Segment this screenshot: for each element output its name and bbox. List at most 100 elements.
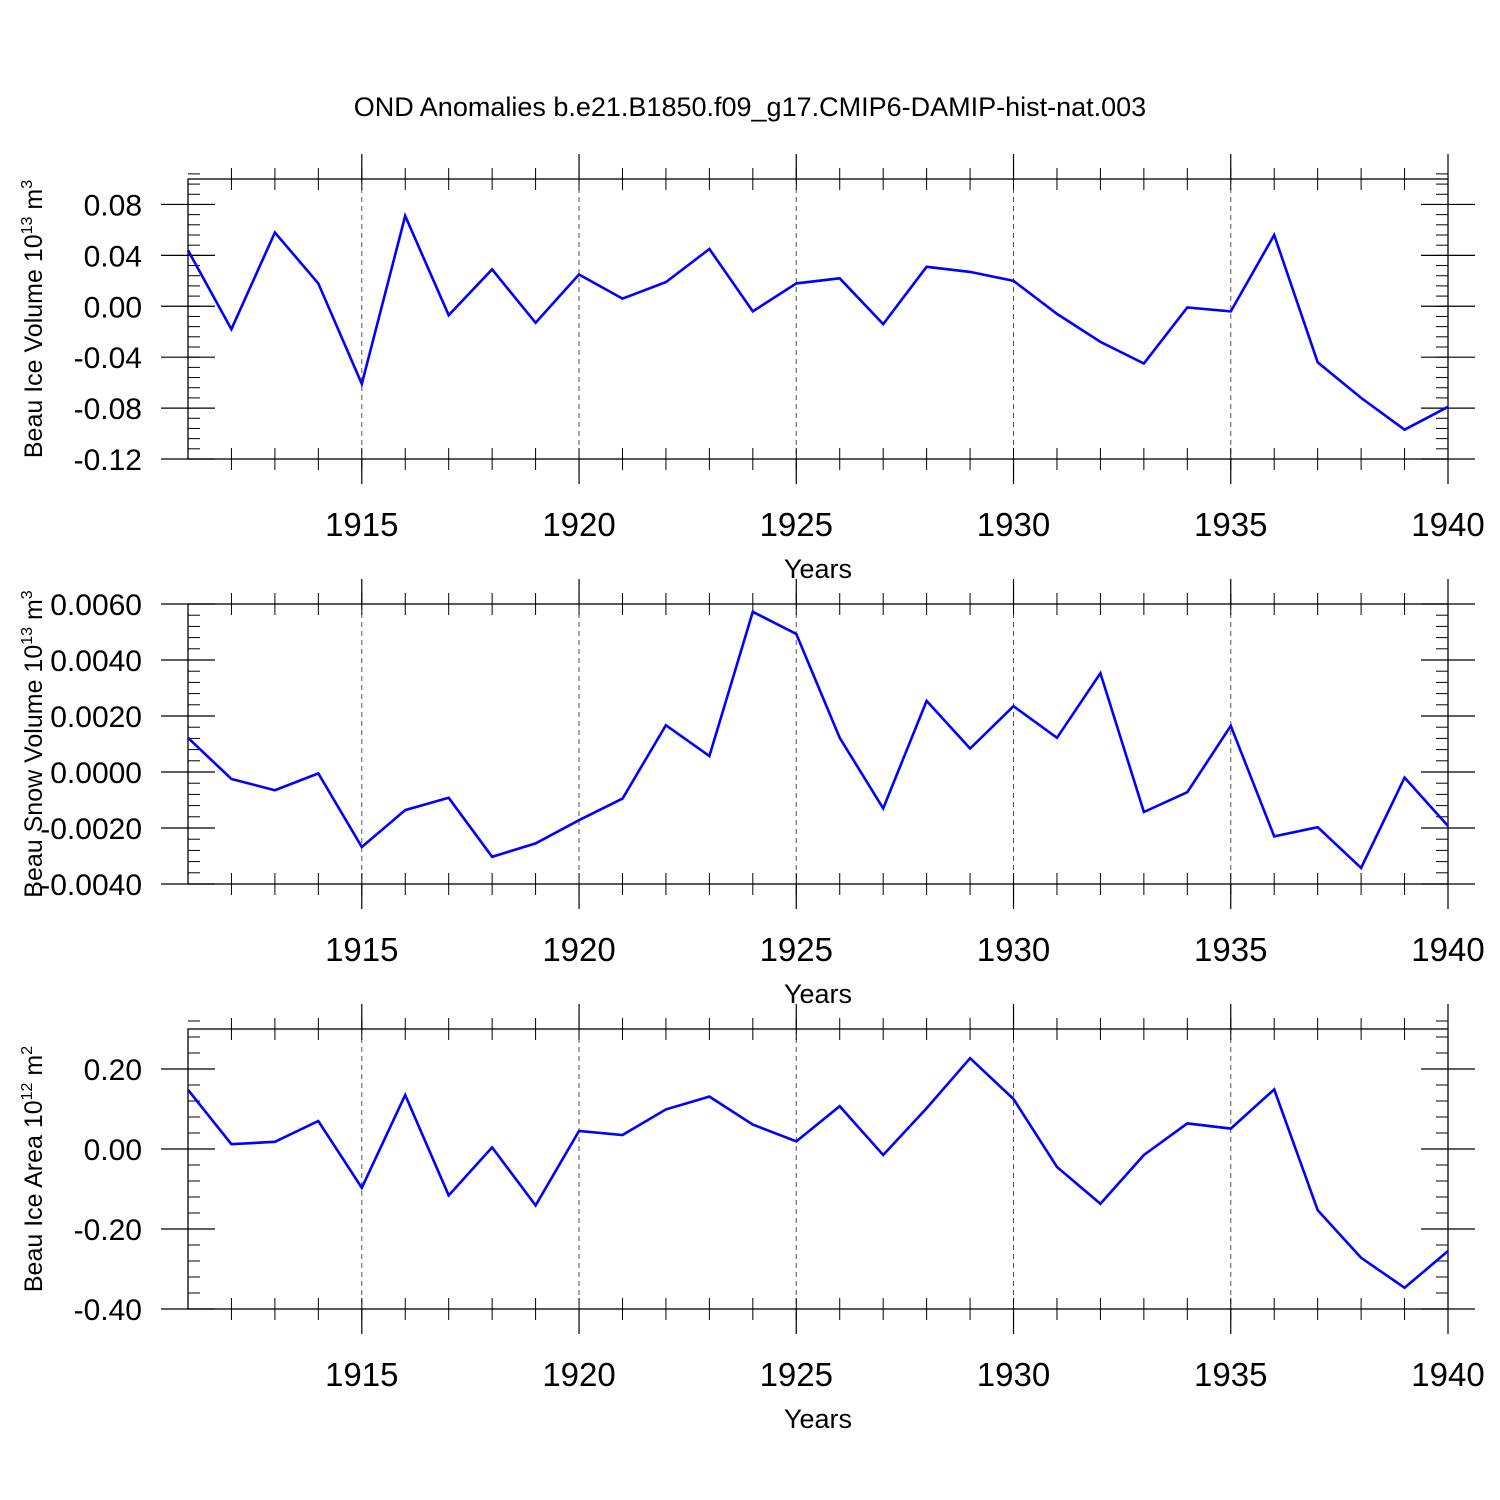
- data-point-1924: [751, 1123, 755, 1127]
- series-line: [187, 609, 1449, 871]
- data-point-1920: [577, 818, 581, 822]
- data-point-1932: [1098, 671, 1102, 675]
- y-tick-label: -0.0020: [40, 813, 142, 846]
- y-tick-label: -0.0040: [40, 869, 142, 902]
- x-tick-label: 1925: [760, 1356, 833, 1393]
- data-point-1928: [925, 265, 929, 269]
- y-tick-label: -0.40: [74, 1294, 142, 1327]
- data-point-1911: [186, 736, 190, 740]
- data-point-1914: [316, 771, 320, 775]
- x-tick-label: 1920: [542, 1356, 615, 1393]
- data-point-1928: [925, 1106, 929, 1110]
- data-point-1911: [186, 1088, 190, 1092]
- data-point-1935: [1229, 1127, 1233, 1131]
- data-point-1926: [838, 736, 842, 740]
- data-point-1917: [447, 1193, 451, 1197]
- y-axis-title: Beau Ice Area 1012 m2: [19, 1046, 48, 1292]
- data-point-1938: [1359, 866, 1363, 870]
- data-point-1920: [577, 272, 581, 276]
- data-point-1926: [838, 1104, 842, 1108]
- y-tick-label: -0.20: [74, 1214, 142, 1247]
- series-line: [186, 211, 1449, 432]
- data-point-1912: [229, 1142, 233, 1146]
- data-point-1938: [1359, 1256, 1363, 1260]
- x-tick-label: 1915: [325, 1356, 398, 1393]
- data-point-1936: [1272, 834, 1276, 838]
- x-tick-label: 1915: [325, 931, 398, 968]
- x-tick-label: 1920: [542, 506, 615, 543]
- data-point-1929: [968, 270, 972, 274]
- data-point-1934: [1185, 306, 1189, 310]
- y-tick-label: 0.0020: [50, 701, 142, 734]
- data-point-1920: [577, 1129, 581, 1133]
- data-point-1915: [360, 845, 364, 849]
- data-point-1919: [534, 321, 538, 325]
- data-point-1930: [1012, 279, 1016, 283]
- x-axis-title: Years: [784, 979, 852, 1009]
- data-point-1915: [360, 1186, 364, 1190]
- data-point-1925: [794, 281, 798, 285]
- x-axis-title: Years: [784, 1404, 852, 1434]
- data-point-1923: [707, 247, 711, 251]
- data-point-1922: [664, 1107, 668, 1111]
- panel-1: 0.08 0.04 0.00 -0.04 -0.08 -0.12 1915 1920 1925 1…: [19, 154, 1485, 584]
- data-point-1922: [664, 280, 668, 284]
- y-tick-label: 0.00: [84, 1134, 142, 1167]
- x-tick-label: 1935: [1194, 1356, 1267, 1393]
- y-axis-title: Beau Ice Volume 1013 m3: [19, 180, 48, 458]
- data-point-1918: [490, 267, 494, 271]
- x-tick-label: 1935: [1194, 931, 1267, 968]
- data-point-1939: [1403, 428, 1407, 432]
- data-point-1940: [1446, 824, 1450, 828]
- data-point-1933: [1142, 362, 1146, 366]
- data-point-1929: [968, 1056, 972, 1060]
- data-point-1933: [1142, 810, 1146, 814]
- data-point-1930: [1012, 1097, 1016, 1101]
- data-point-1918: [490, 1145, 494, 1149]
- data-point-1931: [1055, 1165, 1059, 1169]
- data-point-1913: [273, 230, 277, 234]
- data-point-1921: [620, 297, 624, 301]
- panel-2: 0.0060 0.0040 0.0020 0.0000 -0.0020 -0.0040 19…: [19, 579, 1485, 1009]
- data-point-1913: [273, 1140, 277, 1144]
- data-point-1923: [707, 1095, 711, 1099]
- data-point-1919: [534, 841, 538, 845]
- data-point-1929: [968, 746, 972, 750]
- data-point-1940: [1446, 405, 1450, 409]
- y-tick-label: 0.0040: [50, 645, 142, 678]
- data-point-1931: [1055, 736, 1059, 740]
- y-tick-label: 0.00: [84, 291, 142, 324]
- chart-title: OND Anomalies b.e21.B1850.f09_g17.CMIP6-…: [354, 92, 1146, 122]
- data-point-1933: [1142, 1153, 1146, 1157]
- y-tick-label: 0.04: [84, 240, 142, 273]
- x-tick-label: 1925: [760, 506, 833, 543]
- data-point-1932: [1098, 1202, 1102, 1206]
- data-point-1939: [1403, 776, 1407, 780]
- x-tick-label: 1920: [542, 931, 615, 968]
- data-point-1926: [838, 276, 842, 280]
- data-point-1930: [1012, 704, 1016, 708]
- y-tick-label: 0.0000: [50, 757, 142, 790]
- data-point-1927: [881, 1153, 885, 1157]
- y-axis-title: Beau Snow Volume 1013 m3: [19, 590, 48, 898]
- data-point-1923: [707, 754, 711, 758]
- data-point-1928: [925, 699, 929, 703]
- data-point-1939: [1403, 1286, 1407, 1290]
- data-point-1916: [403, 214, 407, 218]
- plot-frame: [187, 603, 1449, 885]
- data-point-1912: [229, 777, 233, 781]
- data-point-1924: [751, 309, 755, 313]
- data-point-1919: [534, 1203, 538, 1207]
- x-tick-label: 1930: [977, 1356, 1050, 1393]
- data-point-1911: [186, 248, 190, 252]
- data-point-1914: [316, 1119, 320, 1123]
- data-point-1940: [1446, 1249, 1450, 1253]
- plot-frame: [187, 178, 1449, 460]
- data-point-1916: [403, 808, 407, 812]
- plot-frame: [187, 1028, 1449, 1310]
- data-point-1921: [620, 797, 624, 801]
- x-tick-label: 1940: [1411, 506, 1484, 543]
- data-point-1931: [1055, 312, 1059, 316]
- x-tick-label: 1935: [1194, 506, 1267, 543]
